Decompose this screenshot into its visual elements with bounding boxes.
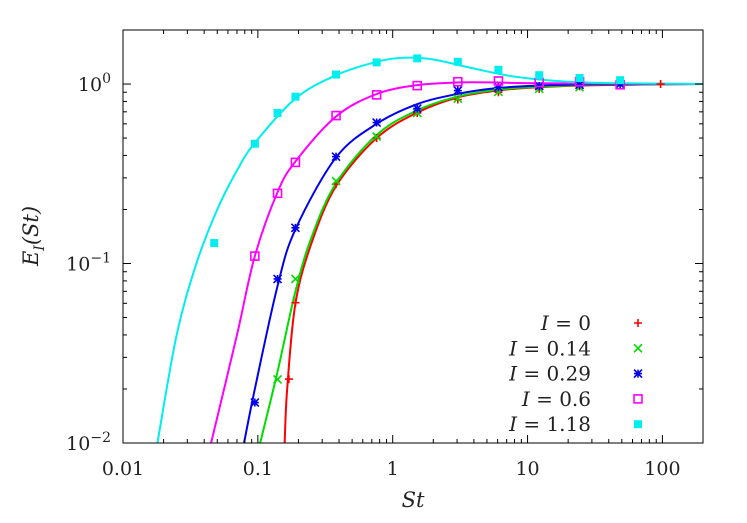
legend-marker bbox=[633, 369, 643, 379]
legend: I = 0I = 0.14I = 0.29I = 0.6I = 1.18 bbox=[508, 311, 643, 436]
legend-marker bbox=[634, 420, 642, 429]
fit-curve bbox=[210, 81, 703, 443]
data-point bbox=[250, 139, 259, 148]
y-tick-label: 10−2 bbox=[66, 430, 111, 455]
data-point bbox=[493, 82, 503, 92]
data-point bbox=[453, 76, 463, 87]
x-tick-label: 0.01 bbox=[102, 458, 144, 480]
legend-marker bbox=[634, 319, 642, 327]
data-point bbox=[371, 90, 382, 100]
data-point bbox=[250, 397, 260, 408]
plot-frame bbox=[122, 29, 704, 444]
y-tick-label: 10−1 bbox=[66, 251, 111, 276]
fit-curve bbox=[156, 56, 703, 443]
data-point bbox=[284, 375, 293, 384]
x-tick-label: 0.1 bbox=[243, 458, 273, 480]
legend-label: I = 0.14 bbox=[508, 336, 591, 360]
y-axis-label: EI(St) bbox=[19, 206, 48, 267]
legend-item: I = 0 bbox=[540, 311, 642, 335]
x-tick-label: 10 bbox=[515, 458, 539, 480]
legend-marker bbox=[633, 343, 643, 353]
data-point bbox=[332, 70, 341, 79]
data-point bbox=[250, 251, 260, 261]
data-point bbox=[412, 103, 422, 114]
legend-label: I = 1.18 bbox=[508, 412, 591, 436]
legend-label: I = 0.29 bbox=[508, 362, 591, 386]
legend-marker bbox=[633, 394, 643, 404]
data-point bbox=[331, 110, 341, 121]
fit-curve bbox=[259, 83, 703, 443]
data-point bbox=[413, 54, 422, 63]
data-point bbox=[494, 65, 503, 74]
x-axis-label: St bbox=[402, 488, 425, 512]
data-point bbox=[453, 57, 462, 66]
data-point bbox=[290, 274, 301, 284]
data-point bbox=[493, 76, 504, 86]
data-point bbox=[372, 117, 382, 128]
data-point bbox=[291, 298, 300, 307]
legend-label: I = 0 bbox=[540, 311, 591, 335]
fit-curves bbox=[156, 56, 703, 443]
data-point bbox=[273, 108, 282, 117]
data-point bbox=[331, 152, 341, 162]
data-point bbox=[616, 76, 625, 85]
data-point bbox=[331, 176, 341, 186]
data-point bbox=[575, 74, 584, 83]
data-point bbox=[372, 58, 381, 67]
data-point bbox=[290, 157, 301, 168]
legend-item: I = 0.14 bbox=[508, 336, 643, 360]
legend-label: I = 0.6 bbox=[521, 387, 591, 411]
data-point bbox=[290, 223, 301, 233]
legend-item: I = 1.18 bbox=[508, 412, 642, 436]
data-point bbox=[372, 131, 382, 142]
fit-curve bbox=[283, 83, 703, 443]
axes: 0.01 0.1 1 10 100 10−2 10−1 100 bbox=[66, 29, 704, 480]
fit-curve bbox=[243, 83, 703, 443]
legend-item: I = 0.6 bbox=[521, 387, 643, 411]
legend-item: I = 0.29 bbox=[508, 362, 643, 386]
data-point bbox=[656, 80, 665, 89]
x-tick-label: 100 bbox=[644, 458, 680, 480]
data-point bbox=[272, 188, 283, 199]
data-point bbox=[210, 239, 219, 248]
data-point bbox=[291, 92, 300, 101]
y-tick-label: 100 bbox=[78, 71, 111, 96]
data-point bbox=[453, 93, 463, 104]
data-point bbox=[574, 80, 585, 90]
x-tick-label: 1 bbox=[387, 458, 399, 480]
data-point bbox=[272, 274, 283, 284]
data-point bbox=[453, 85, 463, 96]
data-point bbox=[535, 71, 544, 80]
data-point bbox=[412, 80, 423, 91]
data-point bbox=[272, 374, 283, 385]
data-points bbox=[210, 54, 665, 408]
